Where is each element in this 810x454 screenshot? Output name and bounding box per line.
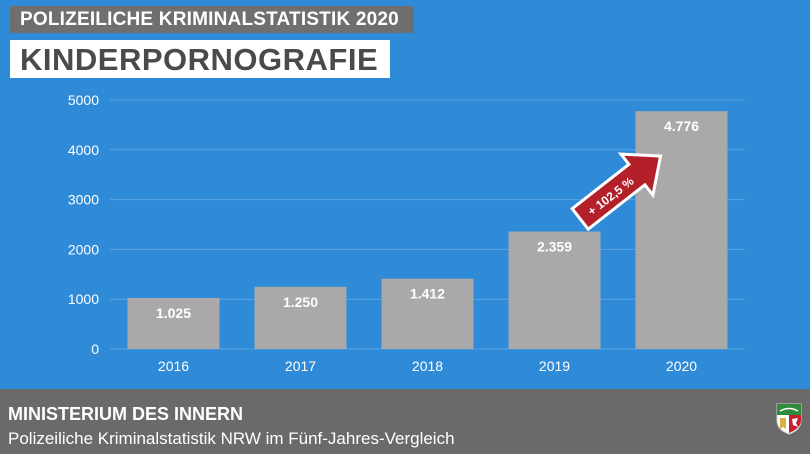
y-tick-label: 2000 bbox=[68, 241, 99, 257]
bar-value-label: 2.359 bbox=[537, 239, 572, 255]
bar-value-label: 4.776 bbox=[664, 118, 699, 134]
bar-value-label: 1.412 bbox=[410, 286, 445, 302]
arrow-shape bbox=[570, 152, 663, 232]
x-tick-label: 2020 bbox=[666, 358, 697, 374]
x-tick-label: 2017 bbox=[285, 358, 316, 374]
bar-value-label: 1.025 bbox=[156, 305, 191, 321]
supertitle-text: POLIZEILICHE KRIMINALSTATISTIK 2020 bbox=[20, 9, 399, 30]
bars: 1.025 1.250 1.412 2.359 4.776 bbox=[127, 111, 728, 349]
footer-title: MINISTERIUM DES INNERN bbox=[8, 404, 244, 424]
x-tick-label: 2016 bbox=[158, 358, 189, 374]
bar-2017 bbox=[254, 286, 347, 349]
title-banner: KINDERPORNOGRAFIE bbox=[10, 40, 390, 78]
y-tick-label: 5000 bbox=[68, 92, 99, 108]
y-tick-label: 3000 bbox=[68, 192, 99, 208]
y-tick-label: 1000 bbox=[68, 291, 99, 307]
x-axis-ticks: 2016 2017 2018 2019 2020 bbox=[158, 358, 697, 374]
bar-2016 bbox=[127, 297, 220, 349]
chart-title: KINDERPORNOGRAFIE bbox=[20, 42, 379, 77]
bar-2020 bbox=[635, 111, 728, 349]
y-tick-label: 0 bbox=[91, 341, 99, 357]
bar-chart: 0 1000 2000 3000 4000 5000 1.025 1.250 1.412 2.3… bbox=[68, 92, 745, 374]
x-tick-label: 2018 bbox=[412, 358, 443, 374]
x-tick-label: 2019 bbox=[539, 358, 570, 374]
bar-2019 bbox=[508, 231, 601, 349]
bar-value-label: 1.250 bbox=[283, 294, 318, 310]
footer: MINISTERIUM DES INNERN Polizeiliche Krim… bbox=[0, 389, 810, 454]
y-tick-label: 4000 bbox=[68, 142, 99, 158]
bar-2018 bbox=[381, 278, 474, 349]
footer-subtitle: Polizeiliche Kriminalstatistik NRW im Fü… bbox=[8, 429, 455, 448]
y-axis-ticks: 0 1000 2000 3000 4000 5000 bbox=[68, 92, 99, 357]
nrw-coat-of-arms-icon bbox=[776, 403, 802, 435]
supertitle-banner: POLIZEILICHE KRIMINALSTATISTIK 2020 bbox=[10, 6, 414, 33]
